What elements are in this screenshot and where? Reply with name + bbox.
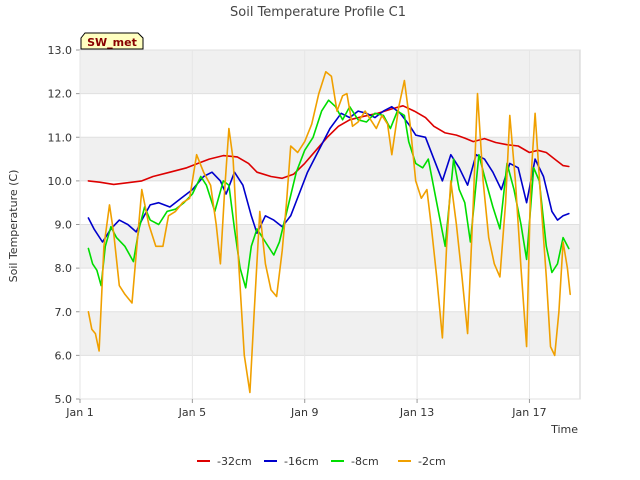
legend: -32cm -16cm -8cm -2cm: [197, 455, 446, 468]
y-axis-label: Soil Temperature (C): [7, 170, 20, 283]
site-badge: SW_met: [80, 32, 144, 50]
series-layer: [87, 71, 572, 394]
x-tick-label: Jan 1: [65, 406, 93, 419]
y-tick-label: 9.0: [55, 219, 73, 232]
legend-label: -16cm: [284, 455, 319, 468]
x-tick-label: Jan 13: [399, 406, 434, 419]
y-tick-label: 11.0: [48, 131, 73, 144]
chart-title: Soil Temperature Profile C1: [230, 5, 406, 20]
x-tick-label: Jan 17: [511, 406, 546, 419]
y-tick-label: 7.0: [55, 306, 73, 319]
y-tick-label: 10.0: [48, 175, 73, 188]
y-tick-label: 8.0: [55, 262, 73, 275]
background-band: [80, 50, 580, 94]
background-bands: [80, 50, 580, 356]
background-band: [80, 311, 580, 356]
x-axis-label: Time: [550, 423, 578, 436]
series-line-8cm: [87, 99, 570, 289]
legend-item: -16cm: [264, 455, 319, 468]
y-tick-label: 5.0: [55, 393, 73, 406]
series-line-32cm: [87, 105, 570, 186]
legend-item: -32cm: [197, 455, 252, 468]
site-badge-shape: [80, 32, 144, 50]
x-tick-label: Jan 9: [290, 406, 318, 419]
legend-label: -32cm: [217, 455, 252, 468]
series-line-2cm: [87, 71, 572, 394]
legend-item: -8cm: [331, 455, 379, 468]
y-tick-label: 6.0: [55, 349, 73, 362]
legend-item: -2cm: [398, 455, 446, 468]
y-tick-label: 12.0: [48, 88, 73, 101]
x-axis: Jan 1 Jan 5 Jan 9 Jan 13 Jan 17: [65, 50, 547, 419]
site-badge-label: SW_met: [87, 36, 137, 49]
legend-label: -2cm: [418, 455, 446, 468]
y-axis: 5.0 6.0 7.0 8.0 9.0 10.0 11.0 12.0 13.0: [48, 44, 580, 406]
legend-label: -8cm: [351, 455, 379, 468]
x-tick-label: Jan 5: [178, 406, 206, 419]
y-tick-label: 13.0: [48, 44, 73, 57]
series-line-16cm: [87, 105, 570, 243]
